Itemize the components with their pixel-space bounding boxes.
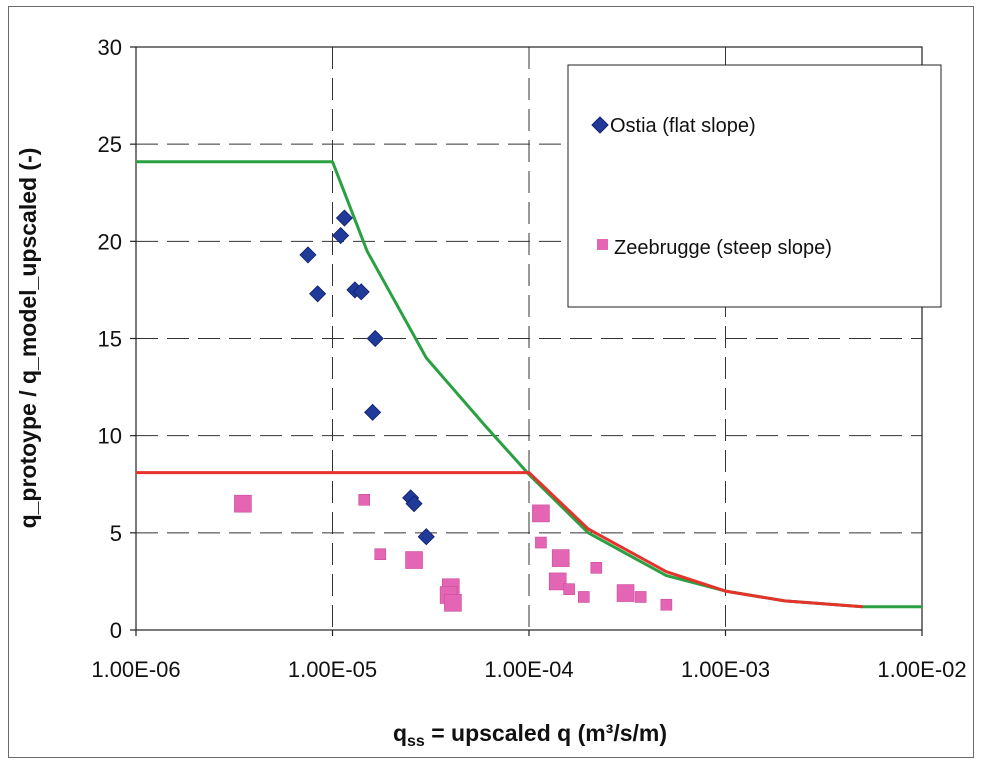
ostia-point [352, 283, 370, 301]
zeebrugge-point [634, 591, 647, 603]
legend-marker-square [597, 239, 608, 250]
x-axis-title-rest: = upscaled q (m³/s/m) [425, 720, 667, 746]
zeebrugge-point [358, 493, 371, 506]
chart-frame [8, 6, 974, 758]
zeebrugge-point [616, 584, 635, 602]
zeebrugge-point [374, 548, 387, 561]
y-tick-label: 5 [110, 521, 122, 546]
red-curve-line [136, 471, 863, 609]
legend: Ostia (flat slope) Zeebrugge (steep slop… [567, 64, 942, 308]
curve-lines [136, 160, 922, 609]
ostia-point [364, 403, 382, 421]
y-tick-label: 20 [98, 229, 122, 254]
x-axis-title-subscript: ss [407, 733, 425, 750]
zeebrugge-point [444, 593, 462, 612]
zeebrugge-point [551, 549, 570, 567]
y-axis-title: q_protoype / q_model_upscaled (-) [15, 148, 41, 529]
legend-marker-diamond [591, 116, 609, 134]
zeebrugge-point [405, 551, 423, 569]
x-tick-label: 1.00E-05 [288, 657, 377, 682]
legend-box [567, 64, 942, 308]
ostia-point [405, 495, 423, 513]
legend-label-zeebrugge: Zeebrugge (steep slope) [614, 237, 832, 259]
zeebrugge-point [234, 494, 252, 513]
x-axis-title-main: q [393, 720, 407, 746]
y-tick-label: 15 [98, 327, 122, 352]
zeebrugge-point [590, 562, 603, 574]
legend-item-ostia: Ostia (flat slope) [591, 115, 756, 137]
x-tick-label: 1.00E-03 [681, 657, 770, 682]
x-axis-title: qss = upscaled q (m³/s/m) [393, 720, 667, 750]
data-points [234, 209, 673, 612]
y-tick-label: 10 [98, 424, 122, 449]
ostia-point [299, 246, 317, 264]
zeebrugge-point [577, 591, 590, 603]
legend-item-zeebrugge: Zeebrugge (steep slope) [597, 237, 832, 259]
legend-label-ostia: Ostia (flat slope) [610, 115, 756, 137]
x-tick-label: 1.00E-06 [91, 657, 180, 682]
x-tick-label: 1.00E-02 [877, 657, 966, 682]
ostia-point [417, 528, 435, 546]
zeebrugge-point [548, 572, 567, 591]
zeebrugge-point [660, 598, 673, 611]
tick-labels: 0 5 10 15 20 25 30 1.00E-06 1.00E-05 1.00E-04 1.00… [91, 35, 966, 682]
y-tick-label: 0 [110, 618, 122, 643]
zeebrugge-point [563, 583, 575, 595]
ostia-point [332, 226, 350, 245]
ostia-point [366, 329, 384, 348]
ostia-point [309, 285, 327, 303]
y-tick-label: 25 [98, 132, 122, 157]
x-tick-label: 1.00E-04 [484, 657, 573, 682]
ostia-point [335, 209, 353, 227]
zeebrugge-point [535, 536, 547, 549]
zeebrugge-point [532, 504, 550, 523]
y-tick-label: 30 [98, 35, 122, 60]
